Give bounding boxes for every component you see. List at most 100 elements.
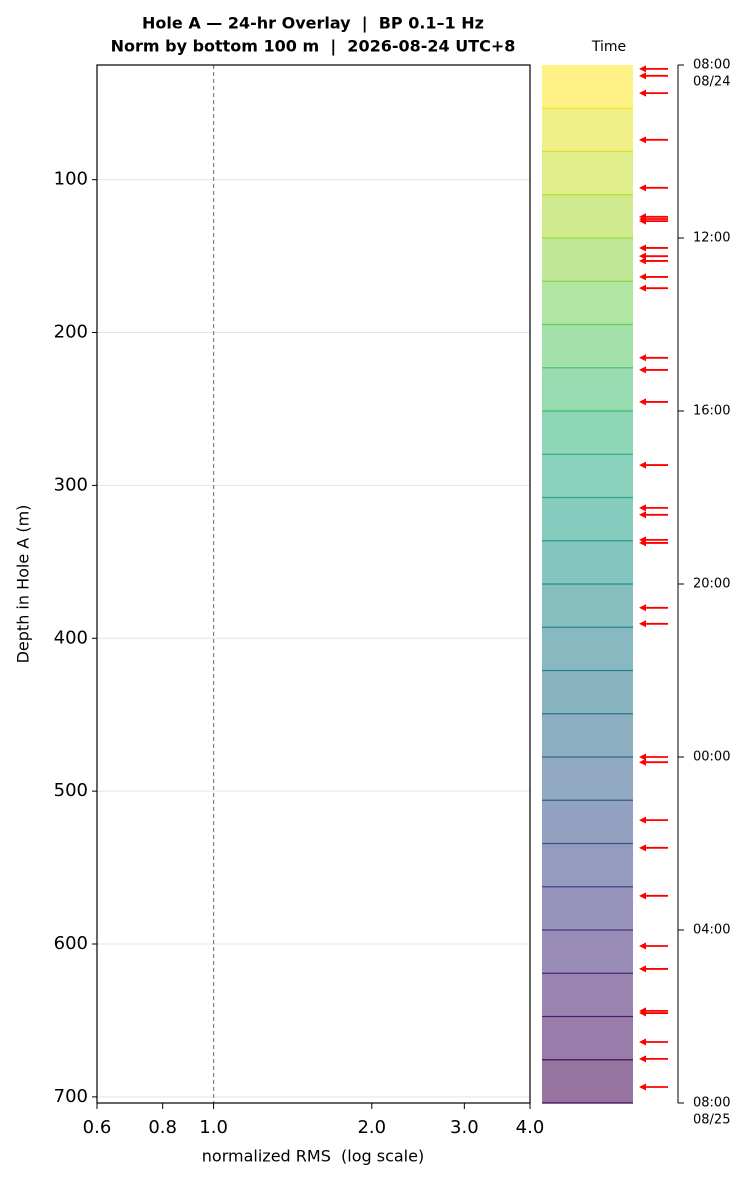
plot-frame [96,64,531,1104]
x-tick-label: 0.6 [83,1117,112,1138]
arrow-head [639,72,646,80]
colorbar-tick-label: 16:00 [693,404,730,419]
arrow-head [639,65,646,73]
arrow-head [639,539,646,547]
marker-arrow [639,184,668,192]
arrow-head [639,252,646,260]
colorbar-tick-date: 08/25 [693,1113,730,1128]
arrow-head [639,942,646,950]
colorbar-tick-label: 20:00 [693,577,730,592]
y-tick-label: 700 [54,1086,88,1107]
arrow-head [639,1009,646,1017]
colorbar-label: Time [591,39,626,55]
arrow-head [639,504,646,512]
chart-subtitle: Norm by bottom 100 m | 2026-08-24 UTC+8 [111,37,516,57]
colorbar-band [542,1016,633,1060]
marker-arrow [639,244,668,252]
marker-arrow [639,257,668,265]
marker-arrow [639,273,668,281]
marker-arrow [639,539,668,547]
marker-arrow [639,965,668,973]
colorbar-tick-label: 04:00 [693,923,730,938]
arrow-head [639,753,646,761]
colorbar-tick-date: 08/24 [693,75,730,90]
arrow-head [639,184,646,192]
y-tick-label: 400 [54,627,88,648]
colorbar-band [542,194,633,238]
colorbar-band [542,670,633,714]
marker-arrow [639,217,668,225]
arrow-head [639,284,646,292]
marker-arrow [639,354,668,362]
arrow-head [639,1055,646,1063]
arrow-head [639,354,646,362]
marker-arrow [639,461,668,469]
arrow-head [639,217,646,225]
marker-arrow [639,753,668,761]
x-axis-label: normalized RMS (log scale) [202,1147,424,1166]
colorbar-band [542,497,633,541]
arrow-head [639,758,646,766]
marker-arrow [639,844,668,852]
colorbar-band [542,540,633,584]
marker-arrow [639,758,668,766]
marker-arrow [639,604,668,612]
colorbar-band [542,843,633,887]
marker-arrow [639,892,668,900]
marker-arrow [639,620,668,628]
arrow-head [639,257,646,265]
marker-arrow [639,89,668,97]
colorbar-band [542,324,633,368]
marker-arrow [639,1083,668,1091]
colorbar-band [542,627,633,671]
y-tick-label: 300 [54,474,88,495]
colorbar-tick-label: 08:00 [693,1096,730,1111]
colorbar-band [542,281,633,325]
marker-arrow [639,72,668,80]
arrow-head [639,604,646,612]
colorbar-tick-label: 00:00 [693,750,730,765]
colorbar-band [542,973,633,1017]
colorbar-band [542,713,633,757]
x-tick-label: 1.0 [199,1117,228,1138]
arrow-head [639,844,646,852]
y-axis-label: Depth in Hole A (m) [14,505,33,664]
arrow-head [639,620,646,628]
chart-title: Hole A — 24-hr Overlay | BP 0.1–1 Hz [142,14,484,34]
arrow-head [639,244,646,252]
marker-arrow [639,398,668,406]
colorbar-band [542,886,633,930]
arrow-head [639,892,646,900]
marker-arrow [639,816,668,824]
colorbar-tick-label: 12:00 [693,231,730,246]
marker-arrow [639,942,668,950]
x-tick-label: 3.0 [450,1117,479,1138]
colorbar-band [542,65,633,109]
colorbar-band [542,454,633,498]
arrow-head [639,89,646,97]
marker-arrow [639,1038,668,1046]
arrow-head [639,1083,646,1091]
colorbar-band [542,584,633,628]
colorbar-band [542,108,633,152]
marker-arrow [639,136,668,144]
x-tick-label: 2.0 [357,1117,386,1138]
marker-arrow [639,1009,668,1017]
y-tick-label: 200 [54,322,88,343]
marker-arrow [639,366,668,374]
marker-arrow [639,284,668,292]
y-tick-label: 600 [54,933,88,954]
colorbar-band [542,238,633,282]
y-tick-label: 500 [54,780,88,801]
arrow-head [639,461,646,469]
arrow-head [639,398,646,406]
arrow-head [639,136,646,144]
arrow-head [639,816,646,824]
arrow-head [639,273,646,281]
marker-arrow [639,65,668,73]
colorbar-band [542,411,633,455]
marker-arrow [639,504,668,512]
colorbar-band [542,151,633,195]
arrow-head [639,366,646,374]
